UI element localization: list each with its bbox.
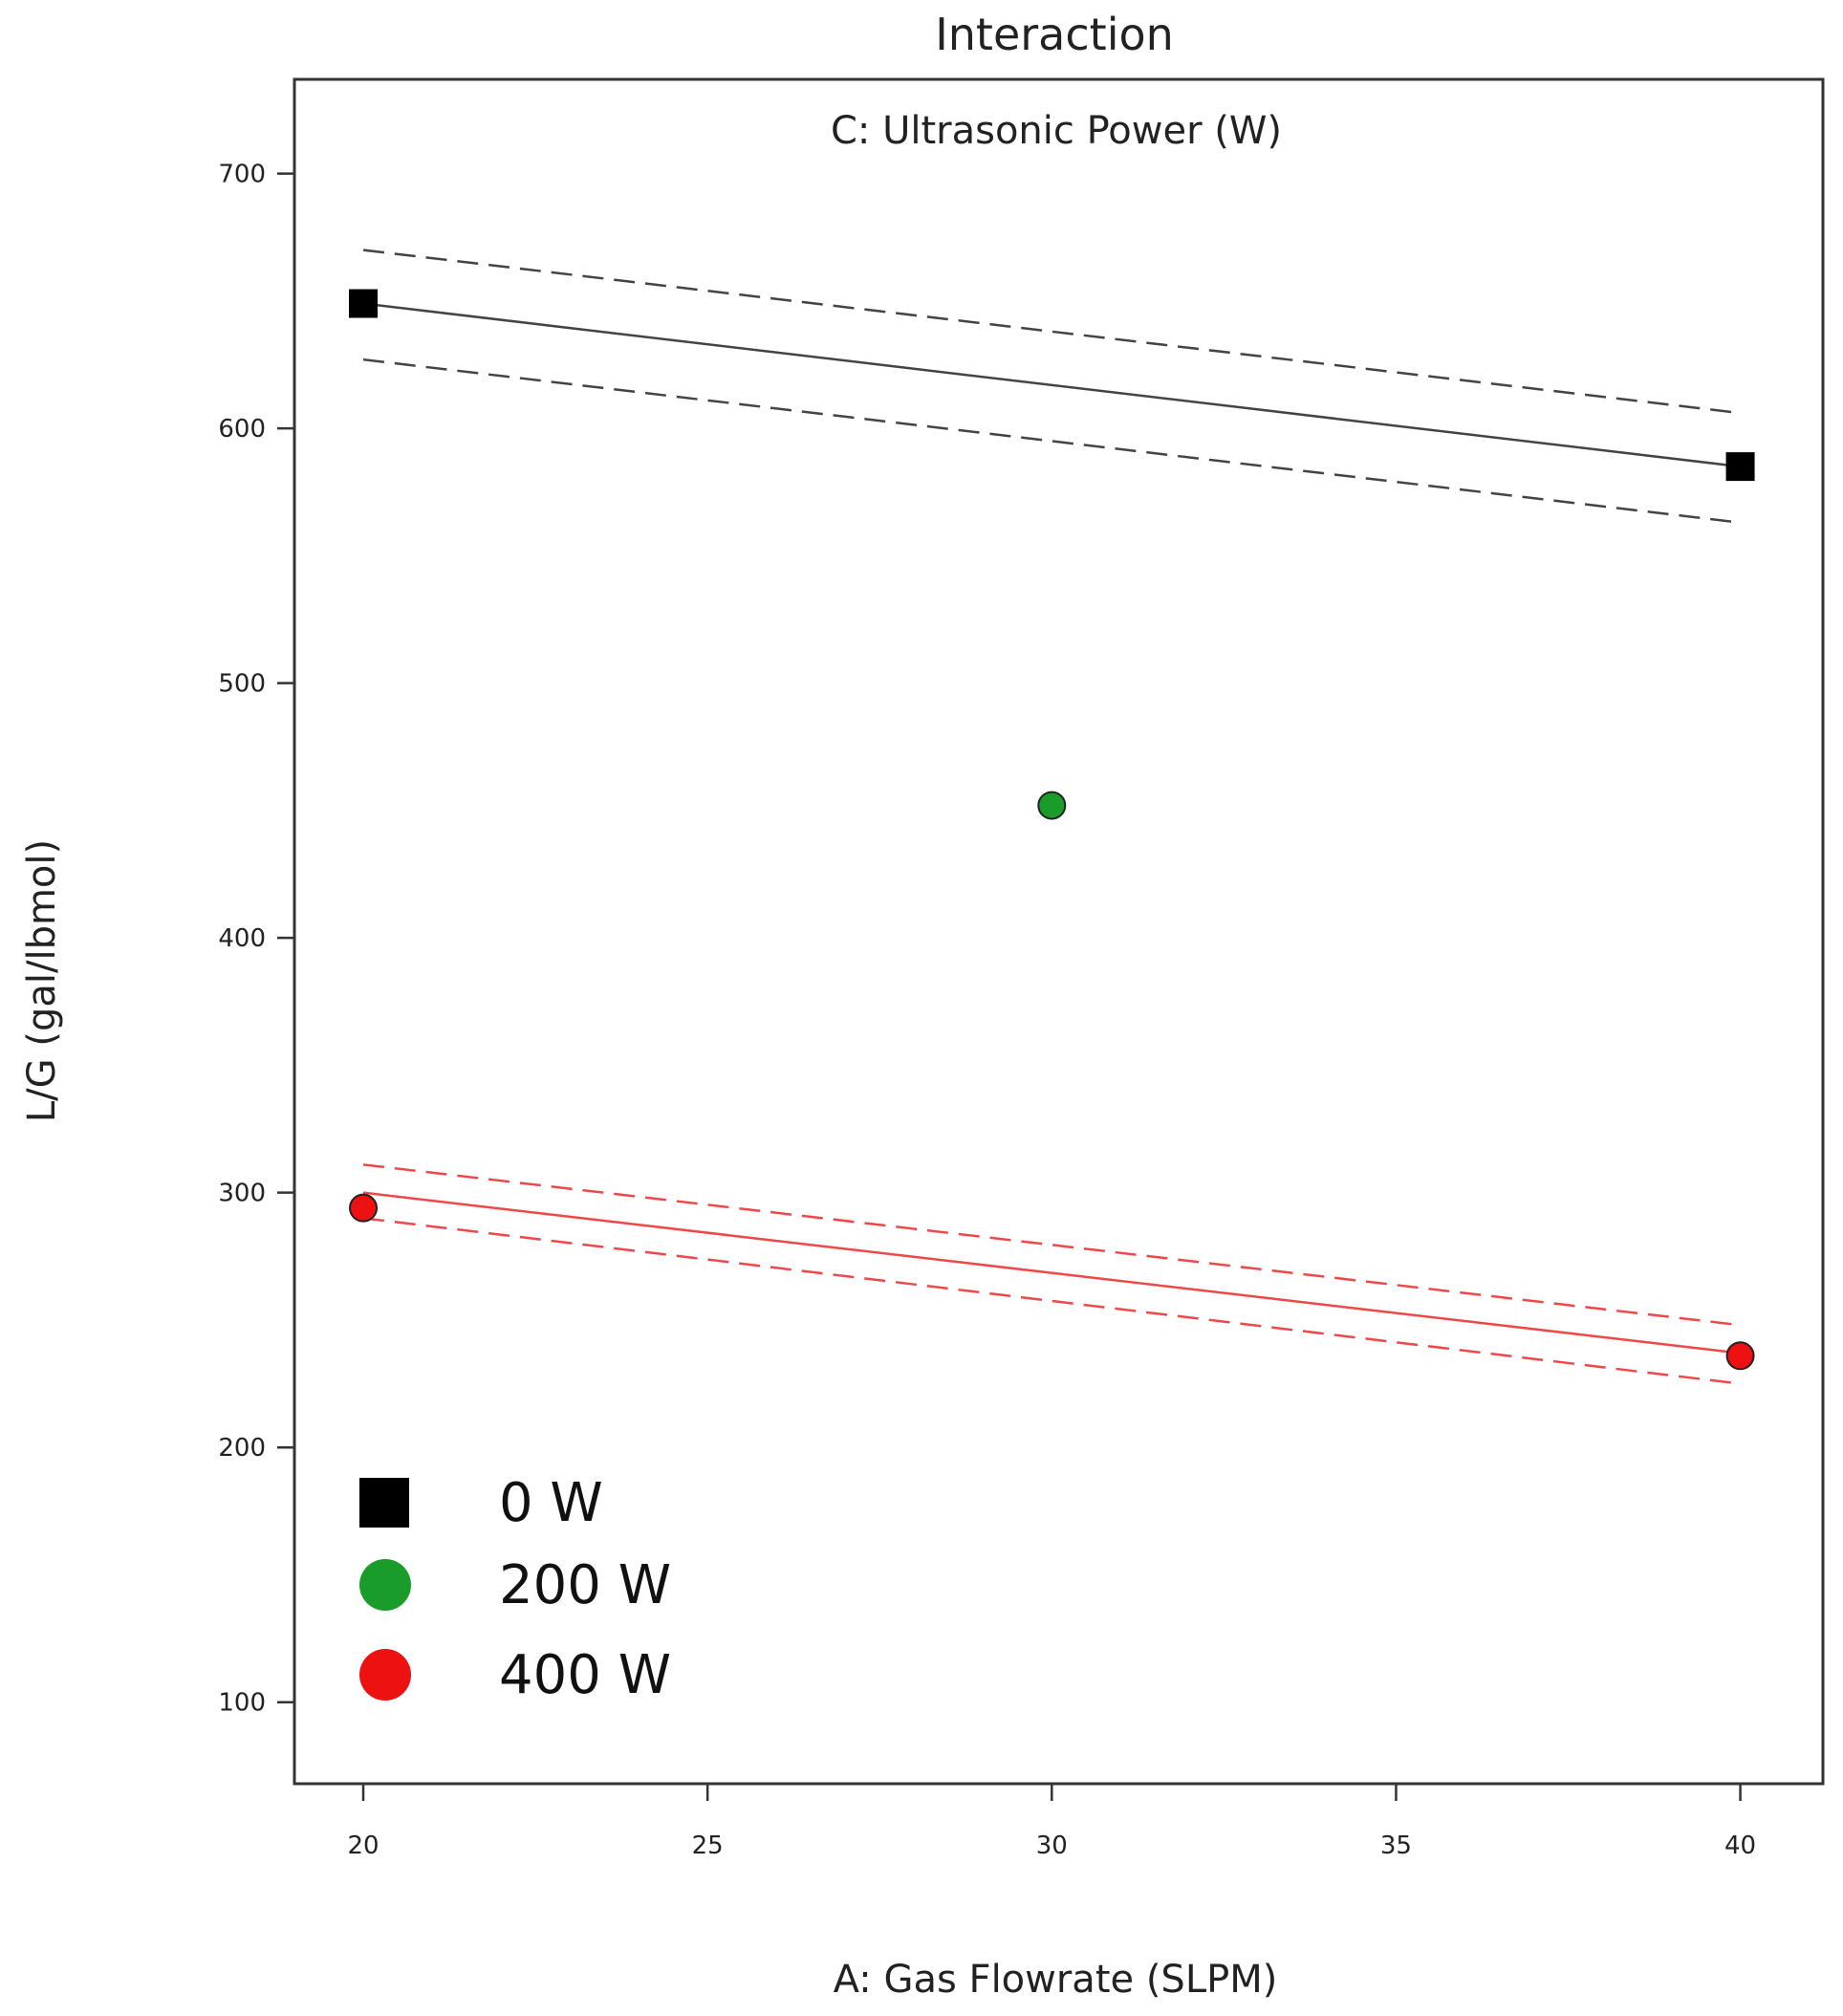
y-axis-title: L/G (gal/lbmol) (20, 839, 64, 1122)
series-0-w-point-1 (349, 289, 379, 318)
series-400-w-point-2 (1725, 1341, 1755, 1371)
plot-frame (293, 77, 1825, 1786)
x-tick-label-30: 30 (1036, 1832, 1068, 1860)
y-axis: 100 200 300 400 500 600 700 (218, 161, 294, 1718)
legend-marker-0-w (359, 1478, 409, 1528)
legend-label-400-w: 400 W (499, 1644, 671, 1706)
legend-marker-200-w (359, 1559, 411, 1611)
y-tick-label-600: 600 (218, 415, 266, 444)
x-axis: 20 25 30 35 40 (347, 1784, 1756, 1860)
series-400-w-ci-lower (362, 1217, 1741, 1385)
series-0-w-fit-line (362, 302, 1741, 468)
y-tick-label-200: 200 (218, 1434, 266, 1463)
series-200-w-point-1 (1037, 791, 1067, 820)
series-0-w-ci-upper (362, 249, 1741, 415)
y-tick-label-700: 700 (218, 161, 266, 189)
series-400-w-ci-upper (362, 1163, 1741, 1327)
x-tick-label-25: 25 (692, 1832, 724, 1860)
series-0-w-point-2 (1725, 452, 1755, 482)
x-axis-title: A: Gas Flowrate (SLPM) (834, 1958, 1278, 2002)
x-tick-label-35: 35 (1380, 1832, 1412, 1860)
y-tick-label-300: 300 (218, 1180, 266, 1208)
y-tick-label-400: 400 (218, 924, 266, 953)
chart-subtitle: C: Ultrasonic Power (W) (831, 109, 1282, 153)
series-400-w-point-1 (349, 1193, 379, 1223)
y-tick-label-100: 100 (218, 1689, 266, 1718)
x-tick-label-40: 40 (1724, 1832, 1756, 1860)
series-layer (349, 249, 1755, 1385)
series-400-w-fit-line (362, 1191, 1741, 1355)
series-0-w-ci-lower (362, 358, 1741, 524)
x-tick-label-20: 20 (347, 1832, 379, 1860)
legend-label-0-w: 0 W (499, 1472, 603, 1534)
legend-marker-400-w (359, 1649, 411, 1701)
chart-title: Interaction (935, 9, 1174, 60)
legend-label-200-w: 200 W (499, 1554, 671, 1616)
legend: 0 W 200 W 400 W (359, 1472, 671, 1706)
y-tick-label-500: 500 (218, 670, 266, 699)
